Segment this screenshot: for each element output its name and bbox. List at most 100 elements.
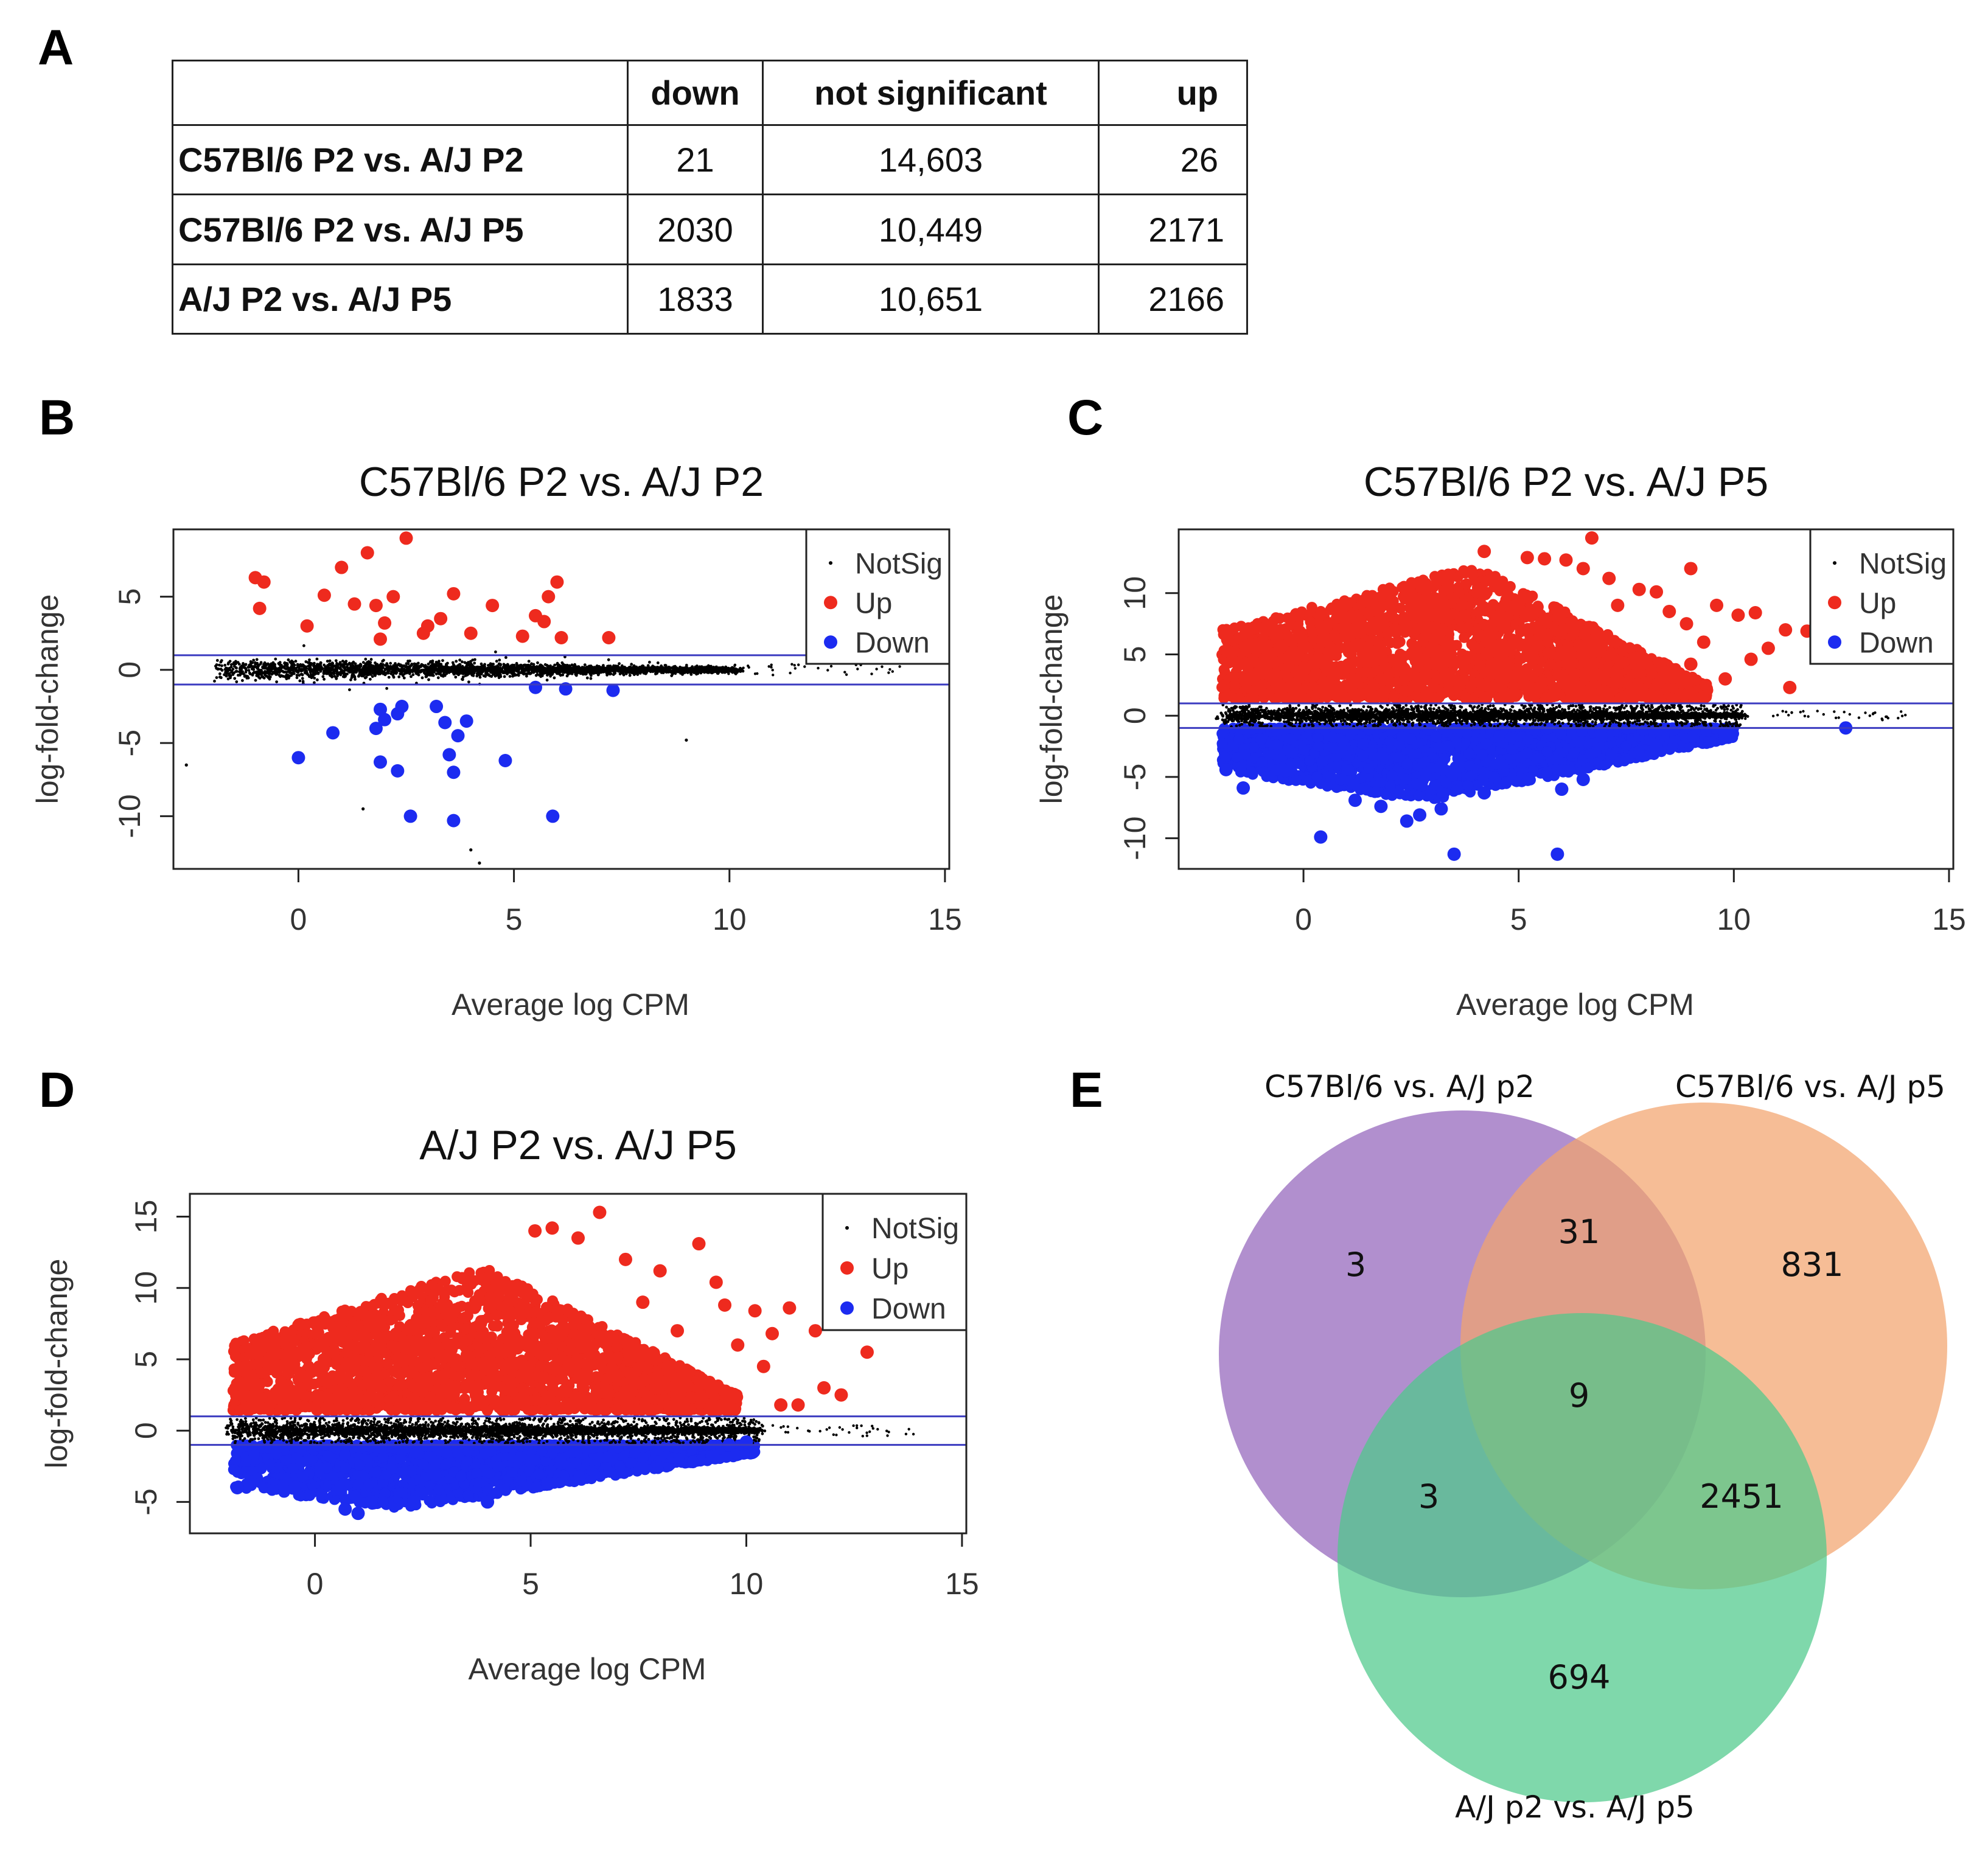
notsig-point	[524, 668, 527, 671]
notsig-point	[503, 664, 506, 667]
notsig-point	[352, 675, 355, 678]
notsig-point	[223, 673, 226, 677]
notsig-point	[301, 677, 304, 680]
notsig-point	[323, 671, 327, 675]
x-tick-label: 5	[506, 902, 523, 936]
notsig-point	[298, 679, 302, 683]
de-summary-table: down not significant up C57Bl/6 P2 vs. A…	[172, 59, 1248, 335]
notsig-point	[710, 664, 713, 668]
notsig-point	[235, 680, 239, 683]
notsig-point	[585, 667, 589, 671]
notsig-point	[458, 668, 461, 671]
notsig-point	[486, 669, 489, 672]
notsig-point	[393, 668, 397, 672]
notsig-point	[424, 672, 427, 676]
table-row-label: C57Bl/6 P2 vs. A/J P2	[172, 124, 629, 196]
notsig-point	[354, 678, 357, 681]
notsig-point	[389, 667, 393, 671]
notsig-point	[568, 669, 571, 672]
notsig-point	[274, 669, 277, 673]
notsig-point	[439, 672, 442, 675]
notsig-point	[346, 666, 349, 669]
notsig-point	[243, 675, 246, 678]
up-point	[486, 599, 500, 613]
notsig-point	[575, 672, 579, 675]
table-row-label: A/J P2 vs. A/J P5	[172, 263, 629, 335]
notsig-point	[265, 667, 268, 670]
notsig-point	[326, 660, 329, 663]
notsig-point	[302, 664, 306, 668]
notsig-point	[770, 666, 773, 669]
notsig-point	[508, 675, 512, 678]
notsig-point	[466, 673, 469, 677]
notsig-point	[403, 672, 406, 675]
notsig-point	[351, 667, 354, 671]
notsig-point	[229, 676, 232, 680]
notsig-point	[467, 672, 471, 675]
notsig-point	[215, 676, 218, 679]
notsig-point	[223, 663, 227, 667]
notsig-point	[593, 671, 597, 674]
notsig-point	[506, 664, 510, 667]
legend-notsig-marker	[829, 561, 832, 565]
notsig-point	[255, 672, 259, 675]
notsig-point	[482, 674, 486, 678]
notsig-point	[277, 662, 281, 665]
up-point	[257, 575, 271, 589]
y-axis-label: log-fold-change	[30, 594, 65, 804]
notsig-point	[333, 664, 337, 667]
notsig-point	[330, 661, 334, 665]
notsig-point	[424, 664, 427, 668]
notsig-point	[490, 675, 494, 678]
table-cell-not-significant: 10,651	[762, 263, 1100, 335]
notsig-point	[770, 663, 773, 666]
notsig-point	[656, 661, 660, 664]
up-point	[369, 599, 383, 613]
notsig-point	[306, 673, 310, 676]
notsig-point	[551, 667, 554, 671]
notsig-point	[717, 666, 720, 669]
notsig-point	[515, 663, 519, 667]
notsig-point	[359, 663, 362, 666]
table-header-row: down not significant up	[172, 59, 1248, 127]
notsig-point	[312, 668, 315, 672]
notsig-point	[668, 667, 671, 670]
notsig-point	[541, 669, 544, 673]
notsig-point	[629, 669, 632, 672]
down-point	[451, 729, 465, 743]
notsig-point	[240, 667, 243, 671]
notsig-point	[315, 657, 319, 661]
notsig-point	[260, 674, 263, 677]
notsig-point	[481, 670, 484, 674]
notsig-point	[251, 661, 254, 664]
notsig-point	[321, 667, 324, 671]
notsig-point	[319, 669, 323, 673]
up-point	[447, 587, 461, 601]
notsig-point	[352, 672, 355, 675]
notsig-point	[296, 663, 299, 666]
notsig-point	[452, 671, 455, 675]
notsig-point	[680, 668, 683, 671]
notsig-point	[300, 664, 304, 668]
notsig-point	[461, 667, 464, 671]
notsig-point	[646, 668, 650, 672]
legend-up-marker	[824, 596, 837, 610]
notsig-point	[641, 664, 645, 667]
notsig-point	[348, 670, 352, 674]
notsig-point	[568, 664, 572, 668]
notsig-point	[498, 658, 501, 662]
y-tick-label: -5	[113, 730, 147, 756]
notsig-point	[455, 660, 458, 663]
notsig-point	[720, 671, 724, 674]
notsig-point	[215, 666, 218, 670]
notsig-point	[543, 663, 547, 666]
notsig-point	[590, 672, 593, 675]
table-header-not-significant: not significant	[762, 59, 1100, 127]
notsig-point	[731, 667, 735, 671]
notsig-point	[553, 676, 556, 680]
y-tick-label: 5	[113, 588, 147, 605]
notsig-point	[517, 673, 520, 676]
notsig-point	[408, 669, 411, 673]
chart-title: C57Bl/6 P2 vs. A/J P5	[1364, 459, 1768, 505]
notsig-point	[684, 668, 688, 672]
